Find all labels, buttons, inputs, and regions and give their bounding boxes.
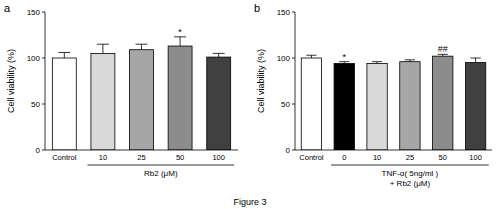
bar [334, 64, 354, 150]
error-bar [470, 58, 480, 63]
x-axis [45, 150, 238, 151]
x-tick-label: 10 [373, 153, 381, 162]
bar [91, 53, 115, 150]
y-tick-label: 100 [277, 54, 291, 63]
bar [207, 57, 231, 150]
bar [400, 62, 420, 150]
figure: aCell viability (%)Control1025*501000501… [0, 0, 500, 209]
error-bar [306, 55, 316, 58]
x-tick-label: 50 [176, 153, 184, 162]
group-label: + Rb2 (μM) [390, 179, 431, 188]
y-tick-label: 50 [281, 100, 290, 109]
bar [130, 50, 154, 150]
y-tick-label: 100 [27, 54, 41, 63]
x-tick-label: 100 [469, 153, 482, 162]
error-bar [136, 44, 148, 50]
panel-label: b [254, 2, 260, 14]
group-bracket [331, 165, 489, 166]
y-tick [42, 104, 45, 105]
y-axis-label: Cell viability (%) [6, 49, 16, 113]
y-axis [45, 12, 46, 150]
y-axis-label: Cell viability (%) [256, 49, 266, 113]
x-tick-label: Control [52, 153, 77, 162]
significance: ## [438, 44, 448, 54]
group-label: Rb2 (μM) [144, 169, 178, 178]
group-label: TNF-α( 5ng/ml ) [382, 169, 439, 178]
y-tick [42, 12, 45, 13]
marks [52, 37, 230, 150]
bar [367, 64, 387, 150]
x-tick-label: Control [299, 153, 324, 162]
x-axis [295, 150, 492, 151]
bar [465, 63, 485, 150]
error-bar [174, 37, 186, 46]
y-tick-label: 0 [286, 146, 291, 155]
bar [52, 58, 76, 150]
y-tick-label: 0 [36, 146, 41, 155]
y-tick-label: 50 [31, 100, 40, 109]
x-tick-label: 50 [439, 153, 447, 162]
panel: b Cell viability (%) Control * 0 10 25 ## 50 100 0… [254, 2, 492, 188]
error-bar [339, 62, 349, 64]
y-tick [292, 12, 295, 13]
x-tick-label: 0 [342, 153, 346, 162]
y-tick [292, 150, 295, 151]
error-bar [438, 54, 448, 56]
panel: a Cell viability (%) Control 10 25 * 50 100 0 50 1… [4, 2, 238, 178]
error-bar [97, 44, 109, 53]
panel-label: a [4, 2, 11, 14]
marks [301, 54, 486, 150]
caption: Figure 3 [233, 197, 266, 207]
y-tick [42, 150, 45, 151]
error-bar [58, 52, 70, 58]
error-bar [213, 53, 225, 57]
y-tick [42, 58, 45, 59]
y-tick [292, 104, 295, 105]
bar [168, 46, 192, 150]
y-tick-label: 150 [27, 8, 41, 17]
bar [433, 56, 453, 150]
x-tick-label: 10 [99, 153, 107, 162]
significance: * [178, 27, 182, 37]
y-axis [295, 12, 296, 150]
x-tick-label: 100 [212, 153, 225, 162]
y-tick [292, 58, 295, 59]
group-bracket [87, 165, 234, 166]
x-tick-label: 25 [406, 153, 414, 162]
error-bar [405, 60, 415, 62]
y-tick-label: 150 [277, 8, 291, 17]
error-bar [372, 62, 382, 64]
x-tick-label: 25 [137, 153, 145, 162]
significance: * [342, 52, 346, 62]
bar [301, 58, 321, 150]
